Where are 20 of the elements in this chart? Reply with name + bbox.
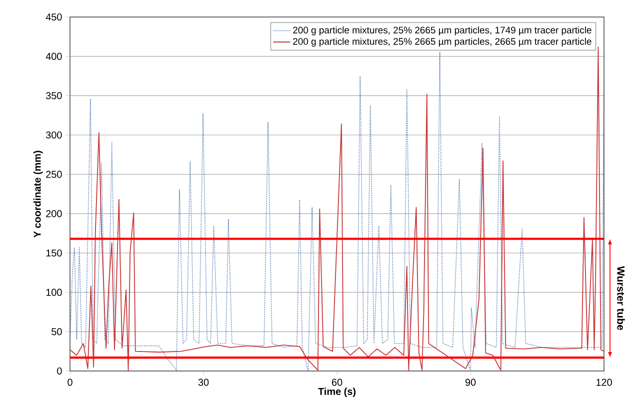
legend-label: 200 g particle mixtures, 25% 2665 µm particles, 1749 µm tracer particle	[293, 26, 592, 36]
x-tick-label: 120	[596, 378, 612, 386]
y-tick-label: 50	[52, 328, 62, 336]
x-tick-label: 60	[332, 378, 342, 386]
y-tick-label: 300	[46, 131, 62, 139]
x-tick-label: 30	[198, 378, 209, 386]
y-tick-label: 450	[46, 13, 62, 21]
x-tick-label: 90	[465, 378, 476, 386]
legend-label: 200 g particle mixtures, 25% 2665 µm particles, 2665 µm tracer particle	[293, 38, 592, 47]
text: Wurster tube	[617, 266, 625, 330]
y-tick-label: 250	[46, 170, 62, 178]
y-tick-label: 350	[46, 92, 62, 100]
y-tick-label: 400	[46, 52, 62, 60]
x-tick-label: 0	[68, 378, 72, 386]
y-tick-label: 200	[46, 210, 62, 218]
y-axis-title: Y coordinate (mm)	[33, 150, 43, 238]
y-tick-label: 150	[46, 249, 62, 257]
x-axis-title: Time (s)	[318, 388, 356, 397]
y-tick-label: 100	[46, 288, 62, 296]
y-tick-label: 0	[57, 367, 62, 375]
